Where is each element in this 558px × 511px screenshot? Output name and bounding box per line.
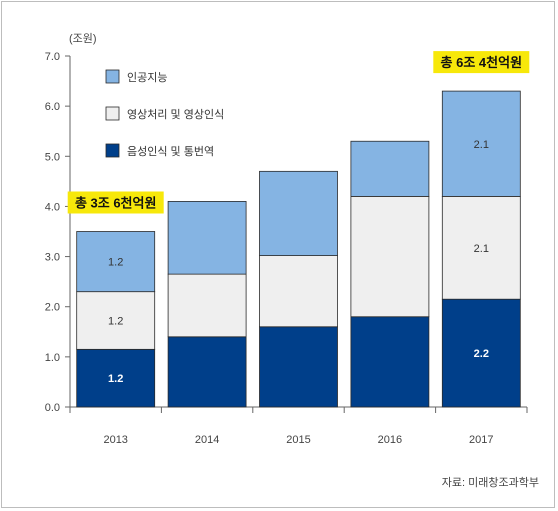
data-label: 1.2 xyxy=(108,257,123,269)
bar-segment xyxy=(167,273,247,338)
y-unit-label: (조원) xyxy=(69,32,97,45)
x-tick-label: 2017 xyxy=(469,434,493,446)
bar-segment xyxy=(441,298,521,408)
bar-segment xyxy=(167,201,247,275)
y-tick-label: 4.0 xyxy=(45,201,60,213)
y-tick-label: 7.0 xyxy=(45,51,60,63)
data-label: 2.2 xyxy=(474,348,489,360)
bar-segment xyxy=(350,140,430,197)
y-tick-label: 3.0 xyxy=(45,252,60,264)
legend-swatch xyxy=(105,69,120,84)
legend-label: 인공지능 xyxy=(127,71,167,84)
y-tick-label: 5.0 xyxy=(45,151,60,163)
legend-swatch xyxy=(105,143,120,158)
data-label: 2.1 xyxy=(474,139,489,151)
bar-segment xyxy=(441,195,521,300)
bar-segment xyxy=(441,90,521,197)
bars: 1.2 2.2 1.2 2.1 1.2 2.1 xyxy=(76,90,521,408)
callouts: 총 3조 6천억원 총 6조 4천억원 xyxy=(67,51,530,214)
x-tick-label: 2016 xyxy=(378,434,402,446)
bar-segment xyxy=(167,336,247,408)
bar-segment xyxy=(259,170,338,256)
x-tick-label: 2015 xyxy=(286,434,310,446)
legend-swatch xyxy=(105,106,120,121)
bar-segment xyxy=(259,326,338,408)
legend-label: 음성인식 및 통번역 xyxy=(127,145,214,158)
legend-label: 영상처리 및 영상인식 xyxy=(127,108,224,121)
bar-segment xyxy=(350,316,430,408)
callout-box xyxy=(67,191,164,214)
bar-segment xyxy=(259,255,338,328)
bar-segment xyxy=(350,195,430,318)
data-label: 2.1 xyxy=(474,243,489,255)
y-tick-label: 2.0 xyxy=(45,302,60,314)
bar-segment xyxy=(76,291,156,350)
y-tick-label: 0.0 xyxy=(45,402,60,414)
bar-segment xyxy=(76,231,156,293)
callout-total-label: 총 6조 4천억원 xyxy=(441,55,522,70)
data-label: 1.2 xyxy=(108,316,123,328)
data-label: 1.2 xyxy=(108,373,123,385)
callout-box xyxy=(433,51,530,74)
y-tick-label: 6.0 xyxy=(45,101,60,113)
callout-total-label: 총 3조 6천억원 xyxy=(75,196,156,211)
source-note: 자료: 미래창조과학부 xyxy=(442,476,539,489)
x-tick-label: 2014 xyxy=(195,434,219,446)
x-tick-label: 2013 xyxy=(103,434,127,446)
y-tick-label: 1.0 xyxy=(45,352,60,364)
